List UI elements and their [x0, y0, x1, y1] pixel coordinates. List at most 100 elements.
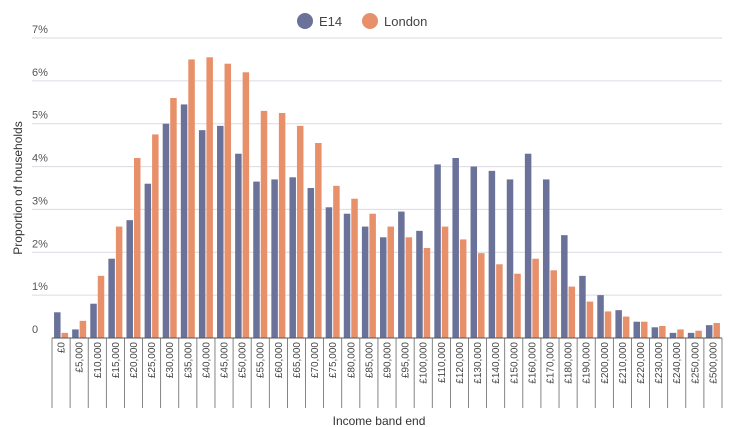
- bar-london: [405, 237, 413, 338]
- bar-london: [532, 258, 539, 338]
- x-tick-label: £50,000: [238, 342, 249, 379]
- x-tick-label: £95,000: [401, 342, 412, 379]
- legend-swatch-e14: [297, 13, 313, 29]
- x-tick-label: £200,000: [600, 342, 611, 384]
- bar-e14: [126, 220, 133, 338]
- bar-e14: [398, 211, 405, 338]
- x-tick-label: £65,000: [292, 342, 303, 379]
- bar-e14: [325, 207, 333, 338]
- bar-london: [478, 253, 485, 338]
- x-tick-label: £240,000: [672, 342, 683, 384]
- bar-e14: [470, 166, 478, 338]
- legend-label-e14: E14: [319, 14, 342, 29]
- x-tick-label: £40,000: [201, 342, 212, 379]
- x-tick-label: £220,000: [636, 342, 647, 384]
- bar-london: [224, 63, 232, 338]
- bar-e14: [687, 332, 695, 338]
- x-axis: £0 £5,000 £10,000 £15,000 £20,000 £25,000 £30,…: [51, 337, 723, 408]
- bar-e14: [561, 235, 568, 338]
- bar-london: [206, 57, 213, 339]
- bar-e14: [217, 125, 224, 338]
- y-axis-label: Proportion of households: [11, 121, 25, 254]
- bar-london: [278, 113, 286, 338]
- bar-london: [296, 125, 304, 338]
- legend: E14 London: [297, 13, 427, 29]
- x-tick-label: £210,000: [618, 342, 629, 384]
- x-tick-label: £250,000: [690, 342, 701, 384]
- bar-london: [441, 226, 449, 338]
- x-tick-label: £180,000: [564, 342, 575, 384]
- x-tick-label: £90,000: [383, 342, 394, 379]
- bar-e14: [361, 226, 369, 338]
- bar-e14: [597, 295, 604, 338]
- bar-e14: [416, 230, 423, 338]
- x-tick-label: £0: [57, 342, 68, 354]
- x-tick-label: £85,000: [364, 342, 375, 379]
- bar-e14: [452, 158, 459, 338]
- bar-e14: [488, 170, 496, 338]
- y-tick-label: 7%: [32, 24, 48, 36]
- bar-e14: [669, 332, 677, 338]
- bar-london: [659, 326, 666, 338]
- bar-london: [260, 110, 268, 338]
- bar-e14: [615, 310, 622, 338]
- bar-london: [568, 286, 576, 338]
- x-tick-label: £100,000: [419, 342, 430, 384]
- bar-london: [133, 158, 141, 338]
- bar-e14: [144, 183, 152, 338]
- y-tick-label: 2%: [32, 238, 48, 250]
- bar-e14: [54, 312, 61, 338]
- x-axis-label: Income band end: [333, 414, 426, 427]
- bars: [54, 57, 720, 339]
- y-tick-label: 4%: [32, 153, 48, 165]
- bar-london: [496, 264, 503, 338]
- x-tick-label: £10,000: [93, 342, 104, 379]
- x-tick-label: £55,000: [256, 342, 267, 379]
- bar-e14: [253, 181, 260, 338]
- bar-e14: [524, 153, 532, 338]
- bar-london: [152, 134, 159, 338]
- y-tick-label: 0: [32, 324, 38, 336]
- y-axis-ticks: 0 1% 2% 3% 4% 5% 6% 7%: [32, 24, 48, 336]
- bar-e14: [289, 177, 296, 338]
- bar-e14: [343, 213, 351, 338]
- bar-london: [170, 98, 177, 338]
- x-tick-label: £500,000: [708, 342, 719, 384]
- x-tick-label: £25,000: [147, 342, 158, 379]
- bar-e14: [434, 164, 441, 338]
- x-tick-label: £160,000: [527, 342, 538, 384]
- x-tick-label: £110,000: [437, 342, 448, 383]
- bar-e14: [108, 258, 115, 338]
- y-tick-label: 1%: [32, 281, 48, 293]
- x-tick-label: £35,000: [183, 342, 194, 379]
- bar-london: [586, 301, 594, 338]
- legend-swatch-london: [362, 13, 378, 29]
- bar-e14: [180, 104, 188, 338]
- bar-london: [97, 275, 105, 338]
- bar-e14: [380, 237, 387, 338]
- x-tick-label: £120,000: [455, 342, 466, 384]
- x-tick-label: £60,000: [274, 342, 285, 379]
- x-tick-label: £130,000: [473, 342, 484, 384]
- bar-e14: [198, 130, 206, 338]
- bar-e14: [705, 325, 713, 338]
- bar-london: [387, 226, 394, 338]
- bar-london: [550, 270, 557, 338]
- x-tick-label: £70,000: [310, 342, 321, 379]
- bar-london: [61, 332, 69, 338]
- bar-london: [188, 59, 195, 339]
- bar-london: [514, 273, 521, 338]
- x-tick-label: £15,000: [111, 342, 122, 379]
- bar-e14: [633, 321, 641, 338]
- bar-e14: [579, 275, 586, 338]
- bar-london: [677, 329, 684, 338]
- x-tick-label: £45,000: [220, 342, 231, 379]
- bar-e14: [271, 179, 278, 338]
- bar-london: [115, 226, 123, 338]
- bar-london: [79, 320, 87, 338]
- bar-london: [315, 143, 322, 338]
- x-tick-label: £170,000: [545, 342, 556, 384]
- x-tick-label: £80,000: [346, 342, 357, 379]
- bar-e14: [162, 123, 170, 338]
- x-tick-label: £75,000: [328, 342, 339, 379]
